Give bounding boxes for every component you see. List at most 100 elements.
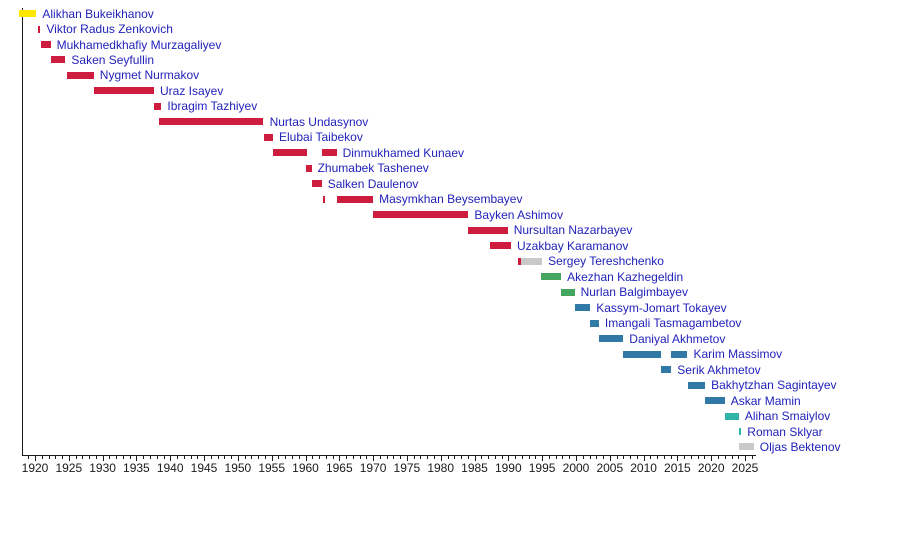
timeline-plot: 1920 1925 1930 1935 1940 1945 1950 1955 1960 1965… — [18, 7, 841, 475]
x-axis-tick-label: 2005 — [596, 461, 624, 475]
x-axis-major-tick — [508, 456, 510, 461]
x-axis-minor-tick — [501, 456, 503, 459]
term-bar — [724, 412, 739, 420]
x-axis-major-tick — [440, 456, 442, 461]
person-label: Nurtas Undasynov — [269, 114, 369, 129]
x-axis-minor-tick — [400, 456, 402, 459]
x-axis-tick-label: 1995 — [528, 461, 556, 475]
x-axis-minor-tick — [650, 456, 652, 459]
x-axis-major-tick — [474, 456, 476, 461]
x-axis-major-tick — [68, 456, 70, 461]
term-bar — [37, 25, 41, 33]
term-bar — [50, 56, 66, 64]
x-axis-minor-tick — [163, 456, 165, 459]
x-axis-minor-tick — [352, 456, 354, 459]
x-axis-minor-tick — [332, 456, 334, 459]
x-axis-minor-tick — [494, 456, 496, 459]
x-axis-minor-tick — [183, 456, 185, 459]
x-axis-minor-tick — [616, 456, 618, 459]
x-axis-minor-tick — [346, 456, 347, 459]
person-label: Nurlan Balgimbayev — [580, 285, 688, 300]
x-axis-tick-label: 2015 — [664, 461, 691, 475]
person-label: Serik Akhmetov — [677, 362, 761, 377]
term-bar — [18, 10, 37, 17]
term-bar — [598, 335, 624, 343]
x-axis-minor-tick — [312, 456, 314, 459]
term-bar — [574, 304, 591, 312]
term-bar — [671, 350, 688, 358]
term-bar — [311, 180, 322, 188]
x-axis-minor-tick — [670, 456, 672, 459]
x-axis-minor-tick — [623, 456, 625, 459]
x-axis-minor-tick — [177, 456, 178, 459]
person-label: Saken Seyfullin — [71, 52, 155, 67]
person-label: Oljas Bektenov — [759, 439, 841, 454]
x-axis-tick-label: 1965 — [325, 461, 353, 475]
x-axis-minor-tick — [569, 456, 571, 459]
person-label: Uraz Isayev — [160, 83, 224, 98]
x-axis-minor-tick — [582, 456, 584, 459]
x-axis-minor-tick — [413, 456, 415, 459]
x-axis-minor-tick — [116, 456, 118, 459]
x-axis-major-tick — [609, 456, 611, 461]
x-axis-minor-tick — [738, 456, 740, 459]
term-bar — [323, 195, 326, 203]
x-axis-tick-label: 1985 — [461, 461, 488, 475]
person-label: Alihan Smaiylov — [744, 409, 831, 423]
term-bar — [738, 443, 754, 451]
person-label: Sergey Tereshchenko — [548, 254, 664, 269]
x-axis-minor-tick — [657, 456, 659, 459]
x-axis-minor-tick — [325, 456, 327, 459]
x-axis-minor-tick — [298, 456, 300, 459]
x-axis-minor-tick — [55, 456, 57, 459]
x-axis-minor-tick — [386, 456, 388, 459]
x-axis-minor-tick — [515, 456, 517, 459]
x-axis-major-tick — [170, 456, 172, 461]
x-axis-tick-label: 2000 — [562, 461, 590, 475]
x-axis-minor-tick — [264, 456, 266, 459]
x-axis-minor-tick — [528, 456, 530, 459]
x-axis-minor-tick — [555, 456, 557, 459]
x-axis-minor-tick — [434, 456, 435, 459]
x-axis-major-tick — [204, 456, 205, 461]
term-bar — [623, 350, 662, 358]
x-axis-minor-tick — [481, 456, 483, 459]
term-bar — [490, 242, 512, 250]
x-axis-minor-tick — [150, 456, 151, 459]
x-axis-minor-tick — [82, 456, 84, 459]
x-axis-major-tick — [643, 456, 645, 461]
term-bar — [517, 257, 522, 265]
x-axis-minor-tick — [488, 456, 489, 459]
x-axis-minor-tick — [697, 456, 699, 459]
x-axis-major-tick — [677, 456, 679, 461]
x-axis-tick-label: 1980 — [427, 461, 455, 475]
person-label: Salken Daulenov — [327, 176, 419, 191]
x-axis-major-tick — [542, 456, 544, 461]
x-axis-major-tick — [406, 456, 408, 461]
x-axis-minor-tick — [548, 456, 550, 459]
x-axis-minor-tick — [224, 456, 226, 459]
person-label: Daniyal Akhmetov — [629, 331, 726, 346]
x-axis-minor-tick — [718, 456, 719, 459]
person-label: Nygmet Nurmakov — [99, 68, 200, 83]
x-axis-minor-tick — [603, 456, 604, 459]
x-axis-minor-tick — [319, 456, 320, 459]
x-axis-major-tick — [305, 456, 307, 461]
x-axis-minor-tick — [630, 456, 631, 459]
person-label: Bayken Ashimov — [474, 207, 564, 222]
x-axis-minor-tick — [521, 456, 523, 459]
x-axis-minor-tick — [251, 456, 253, 459]
x-axis-minor-tick — [278, 456, 280, 459]
term-bar — [561, 288, 575, 296]
term-bar — [273, 149, 307, 157]
x-axis-tick-label: 1935 — [123, 461, 150, 475]
x-axis-minor-tick — [461, 456, 462, 459]
x-axis-minor-tick — [427, 456, 429, 459]
x-axis-major-tick — [373, 456, 375, 461]
person-label: Masymkhan Beysembayev — [379, 192, 523, 207]
person-label: Mukhamedkhafiy Murzagaliyev — [56, 37, 222, 52]
x-axis-tick-label: 1925 — [55, 461, 83, 475]
x-axis-minor-tick — [731, 456, 733, 459]
x-axis-tick-label: 1950 — [224, 461, 252, 475]
